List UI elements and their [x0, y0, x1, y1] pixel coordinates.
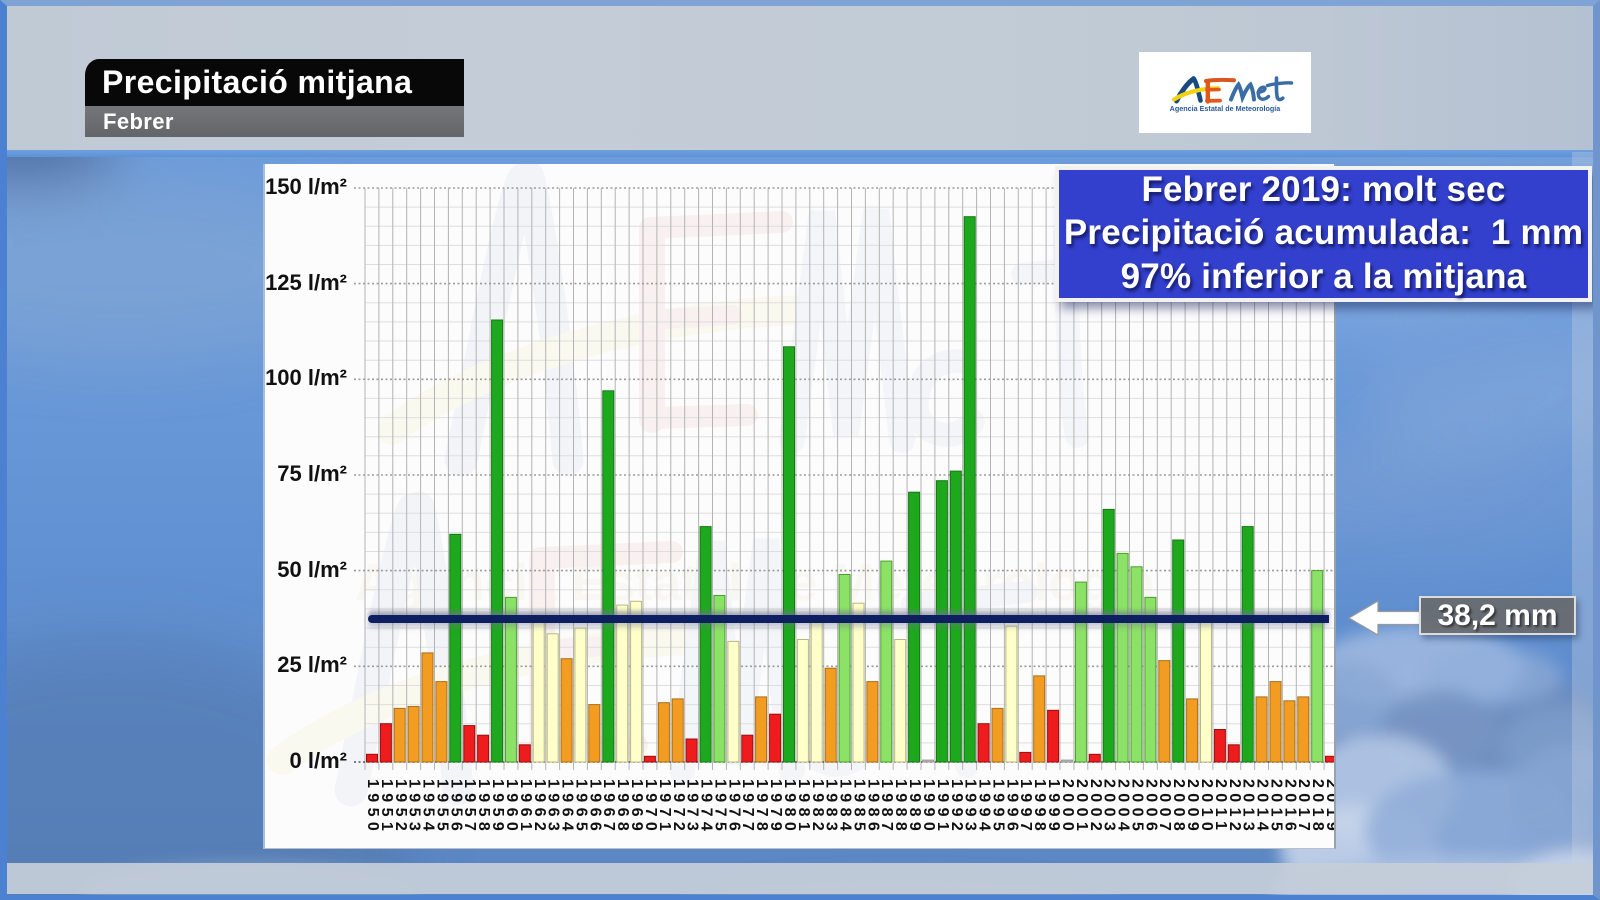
svg-text:Agencia Estatal de Meteorologí: Agencia Estatal de Meteorología	[355, 554, 1156, 612]
svg-text:Agencia Estatal de Meteorologí: Agencia Estatal de Meteorología	[1170, 104, 1282, 113]
